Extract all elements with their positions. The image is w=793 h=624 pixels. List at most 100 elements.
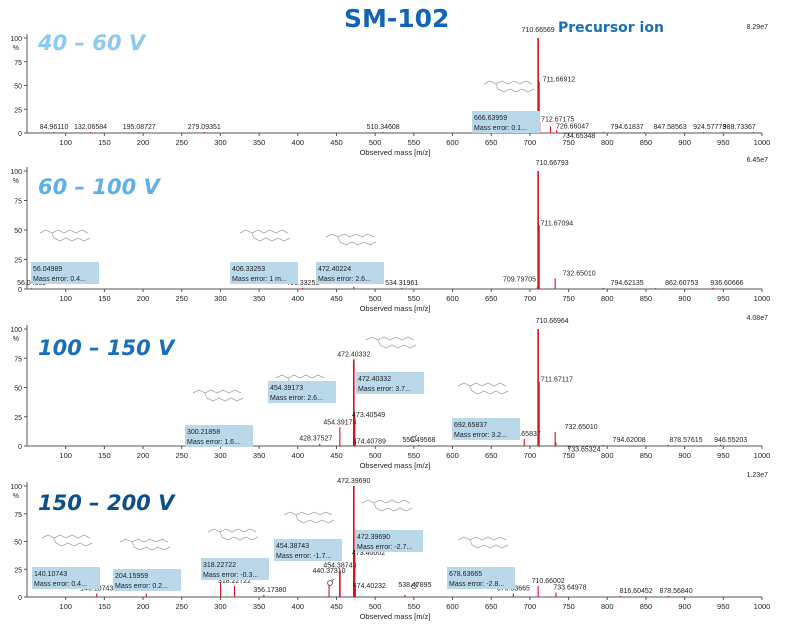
y-tick-label: 100 — [10, 327, 22, 334]
peak-mass-label: 710.66964 — [536, 318, 569, 325]
x-tick-label: 950 — [717, 451, 730, 460]
x-tick-label: 400 — [292, 138, 305, 147]
peak-mass-label: 732.65010 — [565, 424, 598, 431]
y-tick-label: 25 — [14, 258, 22, 265]
mass-error-box-bg — [274, 539, 342, 561]
peak-mass-label: 710.66569 — [522, 27, 555, 34]
y-tick-label: 25 — [14, 415, 22, 422]
fragment-mass-label: 454.38743 — [276, 543, 309, 550]
peak-mass-label: 534.31961 — [385, 280, 418, 287]
peak-mass-label: 428.37527 — [299, 436, 332, 443]
mass-error-box-bg — [447, 567, 515, 589]
fragment-chain — [297, 519, 335, 524]
peak-mass-label: 816.60452 — [620, 588, 653, 595]
peak-mass-label: 279.09351 — [188, 124, 221, 131]
x-tick-label: 900 — [678, 138, 691, 147]
y-axis-label: % — [13, 493, 19, 500]
fragment-chain — [39, 229, 89, 234]
x-tick-label: 550 — [408, 294, 421, 303]
fragment-chain — [365, 336, 415, 341]
fragment-chain — [253, 237, 291, 242]
peak-mass-label: 711.66912 — [543, 77, 576, 84]
female-symbol-ring — [410, 436, 416, 442]
y-tick-label: 0 — [18, 444, 22, 451]
mass-error-label: Mass error: -2.7... — [357, 544, 412, 551]
peak-mass-label: 440.37310 — [312, 568, 345, 575]
fragment-chain — [221, 536, 259, 541]
fragment-bond — [131, 541, 135, 548]
mass-error-box: 318.22722 Mass error: -0.3... — [201, 558, 269, 580]
fragment-bond — [495, 83, 499, 90]
fragment-chain — [471, 390, 509, 395]
x-tick-label: 750 — [562, 138, 575, 147]
x-tick-label: 500 — [369, 451, 382, 460]
y-tick-label: 25 — [14, 107, 22, 114]
fragment-structure — [325, 233, 377, 246]
fragment-chain — [375, 507, 413, 512]
mass-error-box-bg — [185, 425, 253, 447]
x-tick-label: 700 — [524, 138, 537, 147]
peak-mass-label: 473.40002 — [352, 550, 385, 557]
peak-mass-label: 794.61837 — [611, 124, 644, 131]
x-tick-label: 700 — [524, 602, 537, 611]
mass-error-box: 140.10743 Mass error: 0.4... — [32, 567, 100, 589]
x-tick-label: 350 — [253, 294, 266, 303]
x-tick-label: 450 — [330, 294, 343, 303]
x-tick-label: 400 — [292, 602, 305, 611]
mass-error-box-bg — [452, 418, 520, 440]
peak-mass-label: 454.39173 — [323, 419, 356, 426]
x-tick-label: 200 — [137, 602, 150, 611]
x-axis-label: Observed mass [m/z] — [360, 304, 431, 313]
mass-error-label: Mass error: 3.7... — [358, 386, 411, 393]
x-tick-label: 950 — [717, 138, 730, 147]
female-symbol-icon — [411, 581, 419, 589]
fragment-chain — [119, 538, 169, 543]
fragment-mass-label: 666.63959 — [474, 115, 507, 122]
x-tick-label: 200 — [137, 451, 150, 460]
x-tick-label: 150 — [98, 451, 111, 460]
x-tick-label: 650 — [485, 451, 498, 460]
x-tick-label: 900 — [678, 602, 691, 611]
x-tick-label: 450 — [330, 138, 343, 147]
peak-mass-label: 847.58563 — [654, 124, 687, 131]
mass-error-label: Mass error: -2.8... — [449, 581, 504, 588]
x-tick-label: 750 — [562, 451, 575, 460]
fragment-mass-label: 56.04989 — [33, 266, 62, 273]
mass-error-label: Mass error: 1 m... — [232, 276, 287, 283]
y-tick-label: 0 — [18, 595, 22, 602]
y-tick-label: 75 — [14, 199, 22, 206]
peak-mass-label: 794.62008 — [613, 437, 646, 444]
peak-mass-label: 474.40232 — [353, 583, 386, 590]
fragment-structure — [361, 499, 413, 512]
fragment-chain — [457, 382, 507, 387]
x-tick-label: 150 — [98, 602, 111, 611]
peak-mass-label: 726.66047 — [556, 123, 589, 130]
x-tick-label: 600 — [446, 451, 459, 460]
peak-mass-label: 195.08727 — [123, 124, 156, 131]
peak-mass-label: 474.40789 — [353, 438, 386, 445]
fragment-bond — [51, 232, 55, 239]
mass-error-box: 678.63665 Mass error: -2.8... — [447, 567, 515, 589]
x-tick-label: 600 — [446, 138, 459, 147]
mass-error-box-bg — [355, 530, 423, 552]
peak-mass-label: 878.56840 — [660, 588, 693, 595]
mass-error-box: 454.39173 Mass error: 2.6... — [268, 381, 336, 403]
mass-error-label: Mass error: 2.6... — [318, 276, 371, 283]
y-tick-label: 50 — [14, 84, 22, 91]
y-tick-label: 100 — [10, 169, 22, 176]
peak-mass-label: 406.33253 — [286, 280, 319, 287]
x-tick-label: 450 — [330, 602, 343, 611]
peak-mass-label: 473.40549 — [352, 412, 385, 419]
x-tick-label: 300 — [214, 451, 227, 460]
peak-mass-label: 692.65837 — [508, 431, 541, 438]
peak-mass-label: 712.67175 — [541, 117, 574, 124]
mass-error-box: 472.39690 Mass error: -2.7... — [355, 530, 423, 552]
mass-error-box-bg — [32, 567, 100, 589]
x-tick-label: 550 — [408, 602, 421, 611]
mass-error-label: Mass error: 0.2... — [115, 583, 168, 590]
fragment-bond — [295, 514, 299, 521]
x-tick-label: 400 — [292, 451, 305, 460]
x-tick-label: 250 — [175, 451, 188, 460]
fragment-structure — [483, 80, 535, 93]
mass-error-label: Mass error: 3.2... — [454, 432, 507, 439]
